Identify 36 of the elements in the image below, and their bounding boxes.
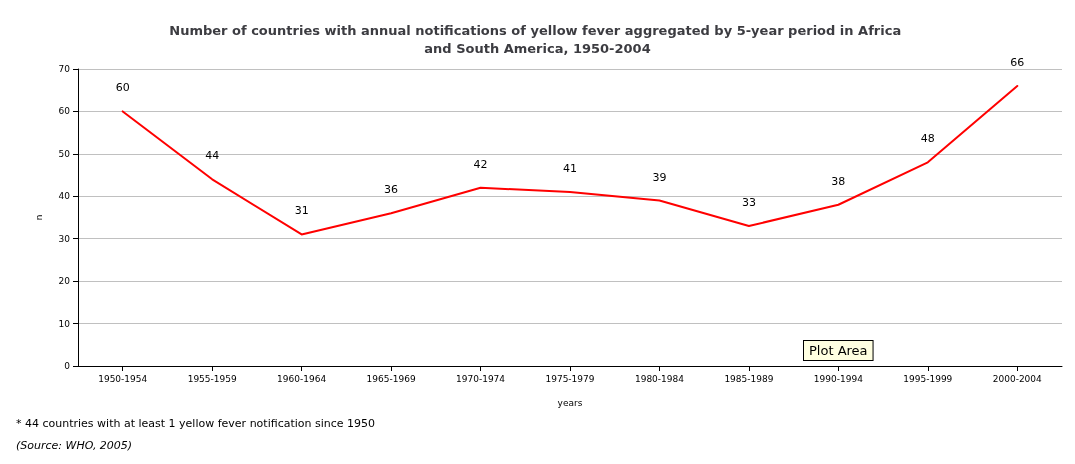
x-tick-label: 1995-1999 [903, 373, 953, 384]
annotation: Plot Area [809, 343, 868, 358]
x-tick-label: 1985-1989 [724, 373, 774, 384]
x-tick-label: 1980-1984 [634, 373, 685, 384]
data-label: 42 [473, 157, 488, 171]
chart-title: Number of countries with annual notifications of yellow fever aggregated by 5-year period in Africa and South America, 1950-2004 [169, 22, 906, 56]
data-label: 39 [652, 170, 667, 184]
x-tick-label: 1970-1974 [456, 373, 506, 384]
y-tick-label: 40 [58, 191, 71, 202]
y-tick-label: 20 [58, 276, 71, 287]
data-label: 66 [1010, 55, 1025, 69]
y-tick-label: 60 [58, 106, 71, 117]
x-tick-label: 1965-1969 [366, 373, 416, 384]
text: (Source: WHO, 2005) [16, 439, 133, 452]
x-tick-label: 1975-1979 [545, 373, 595, 384]
data-label: 31 [294, 204, 309, 218]
data-label: 33 [741, 195, 756, 209]
x-tick-label: 1955-1959 [187, 373, 237, 384]
y-tick-label: 30 [58, 233, 71, 244]
data-label: 48 [920, 132, 935, 146]
data-label: 41 [563, 162, 577, 176]
data-label: 60 [115, 81, 130, 95]
y-tick-label: 10 [58, 318, 71, 329]
data-label: 44 [205, 149, 220, 163]
x-tick-label: 1960-1964 [277, 373, 327, 384]
y-tick-label: 50 [58, 148, 71, 159]
x-tick-label: 1950-1954 [98, 373, 148, 384]
y-axis-title: n [33, 214, 44, 221]
x-tick-label: 2000-2004 [992, 373, 1043, 384]
x-tick-label: 1990-1994 [813, 373, 864, 384]
y-tick-label: 70 [58, 64, 71, 74]
data-label: 36 [384, 183, 399, 197]
data-label: 38 [831, 174, 846, 188]
text: * 44 countries with at least 1 yellow fever notification since 1950 [16, 417, 376, 430]
y-tick-label: 0 [64, 361, 71, 371]
x-axis-title: years [557, 397, 583, 408]
